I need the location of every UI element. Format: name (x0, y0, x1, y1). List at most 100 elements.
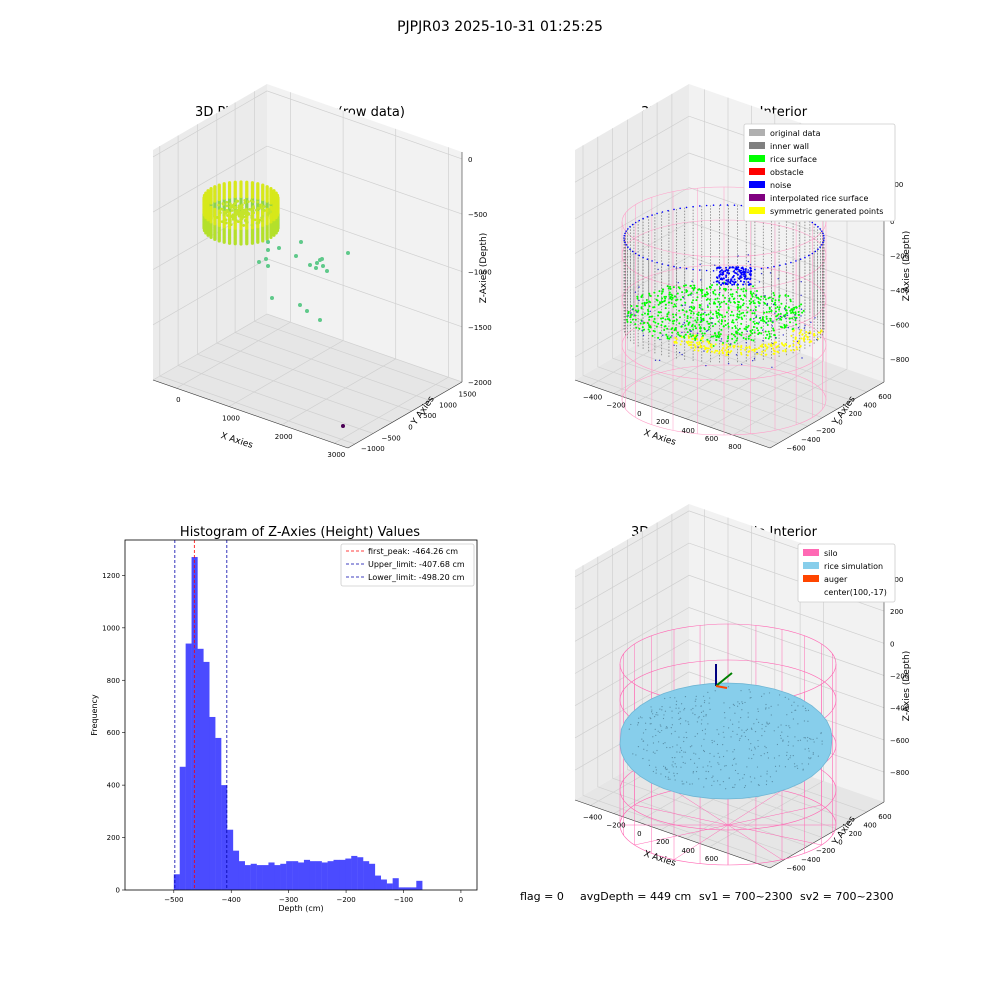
rice-surface-point (639, 322, 642, 325)
data-point (341, 424, 345, 428)
rice-surface-point (750, 301, 753, 304)
symmetric-point (757, 347, 760, 350)
noise-point (675, 267, 678, 269)
rice-simulation-point (686, 737, 688, 739)
rice-simulation-point (750, 727, 753, 729)
noise-point (734, 280, 737, 283)
symmetric-point (782, 349, 785, 352)
rice-simulation-point (807, 763, 810, 765)
histogram-bar (221, 785, 228, 890)
rice-surface-point (742, 337, 745, 340)
rice-simulation-point (726, 750, 728, 752)
rice-simulation-point (803, 737, 805, 739)
rice-simulation-point (796, 765, 798, 767)
rice-surface-point (777, 299, 780, 302)
rice-simulation-point (711, 776, 713, 779)
rice-simulation-point (801, 763, 803, 765)
data-point (233, 180, 237, 184)
rice-surface-point (787, 294, 790, 297)
rice-simulation-point (700, 745, 703, 747)
rice-simulation-point (734, 712, 736, 714)
data-point (257, 260, 261, 264)
rice-simulation-point (680, 749, 683, 752)
rice-simulation-point (703, 750, 706, 753)
data-point (206, 203, 210, 207)
symmetric-point (718, 352, 721, 355)
noise-point (741, 271, 744, 274)
noise-point (625, 230, 627, 232)
noise-point (777, 317, 779, 320)
rice-surface-point (636, 295, 639, 298)
rice-simulation-point (794, 709, 796, 711)
noise-point (673, 208, 675, 211)
symmetric-point (765, 347, 768, 350)
rice-surface-point (702, 317, 705, 320)
rice-simulation-point (709, 761, 711, 763)
rice-surface-point (764, 330, 767, 333)
rice-simulation-point (776, 743, 779, 746)
data-point (250, 216, 254, 219)
rice-surface-point (745, 326, 748, 329)
rice-simulation-point (812, 752, 814, 754)
symmetric-point (819, 331, 822, 334)
rice-surface-point (776, 314, 779, 317)
rice-surface-point (642, 322, 645, 325)
rice-surface-point (730, 310, 733, 313)
rice-simulation-point (675, 700, 678, 702)
data-point (267, 208, 271, 211)
rice-simulation-point (701, 719, 703, 721)
x-tick-label: 3000 (327, 451, 345, 459)
noise-point (689, 330, 692, 332)
rice-simulation-point (679, 711, 681, 713)
rice-simulation-point (750, 749, 753, 751)
rice-simulation-point (665, 727, 667, 729)
noise-point (749, 263, 752, 266)
noise-point (683, 321, 685, 324)
rice-simulation-point (659, 724, 661, 726)
rice-surface-point (647, 328, 650, 331)
rice-simulation-point (694, 700, 696, 702)
noise-point (760, 267, 763, 270)
noise-point (662, 334, 664, 336)
symmetric-point (703, 345, 706, 348)
rice-surface-point (736, 313, 739, 316)
rice-simulation-point (733, 704, 735, 706)
rice-surface-point (666, 327, 669, 330)
rice-surface-point (709, 311, 712, 314)
x-tick-label: 0 (637, 410, 641, 418)
rice-simulation-point (770, 705, 772, 707)
noise-point (817, 248, 819, 251)
data-point (204, 201, 208, 205)
flag-text: flag = 0 (520, 890, 564, 903)
rice-simulation-point (718, 733, 720, 735)
histogram-bar (256, 865, 263, 890)
rice-surface-point (712, 292, 715, 295)
data-point (237, 205, 241, 209)
rice-simulation-point (766, 721, 768, 723)
rice-simulation-point (807, 747, 810, 750)
symmetric-point (687, 336, 690, 339)
symmetric-point (718, 350, 721, 353)
rice-surface-point (634, 318, 637, 321)
noise-point (814, 250, 817, 253)
rice-simulation-point (765, 708, 767, 710)
rice-surface-point (626, 320, 629, 323)
noise-point (730, 343, 732, 345)
rice-simulation-point (665, 768, 667, 771)
rice-simulation-point (695, 695, 697, 697)
rice-surface-point (727, 337, 730, 340)
rice-surface-point (802, 309, 805, 312)
rice-simulation-point (821, 740, 823, 742)
rice-simulation-point (724, 765, 726, 767)
noise-point (642, 217, 644, 220)
symmetric-point (722, 347, 725, 350)
rice-simulation-point (737, 772, 739, 775)
rice-surface-point (770, 310, 773, 313)
auger-axis (715, 672, 733, 687)
noise-point (744, 268, 747, 271)
symmetric-point (725, 353, 728, 356)
rice-simulation-point (757, 721, 760, 723)
rice-simulation-point (766, 773, 768, 775)
noise-point (795, 260, 797, 262)
rice-surface-point (708, 302, 711, 305)
